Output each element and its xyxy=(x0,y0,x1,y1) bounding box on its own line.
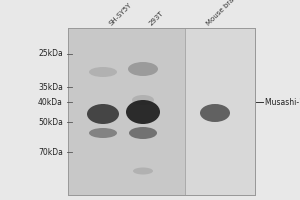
Ellipse shape xyxy=(87,104,119,124)
Text: 40kDa: 40kDa xyxy=(38,98,63,107)
Ellipse shape xyxy=(126,100,160,124)
Text: 293T: 293T xyxy=(148,10,164,27)
Ellipse shape xyxy=(89,128,117,138)
Ellipse shape xyxy=(133,168,153,174)
Text: SH-SY5Y: SH-SY5Y xyxy=(108,2,133,27)
Text: 70kDa: 70kDa xyxy=(38,148,63,157)
Bar xyxy=(185,28,255,195)
Text: 50kDa: 50kDa xyxy=(38,118,63,127)
Text: 25kDa: 25kDa xyxy=(38,49,63,58)
Text: Musashi-1 (MSI1): Musashi-1 (MSI1) xyxy=(265,98,300,107)
Ellipse shape xyxy=(128,62,158,76)
Bar xyxy=(68,28,185,195)
Bar xyxy=(68,28,255,195)
Ellipse shape xyxy=(129,127,157,139)
Ellipse shape xyxy=(200,104,230,122)
Ellipse shape xyxy=(89,67,117,77)
Ellipse shape xyxy=(132,95,154,105)
Text: 35kDa: 35kDa xyxy=(38,83,63,92)
Text: Mouse brain: Mouse brain xyxy=(206,0,240,27)
